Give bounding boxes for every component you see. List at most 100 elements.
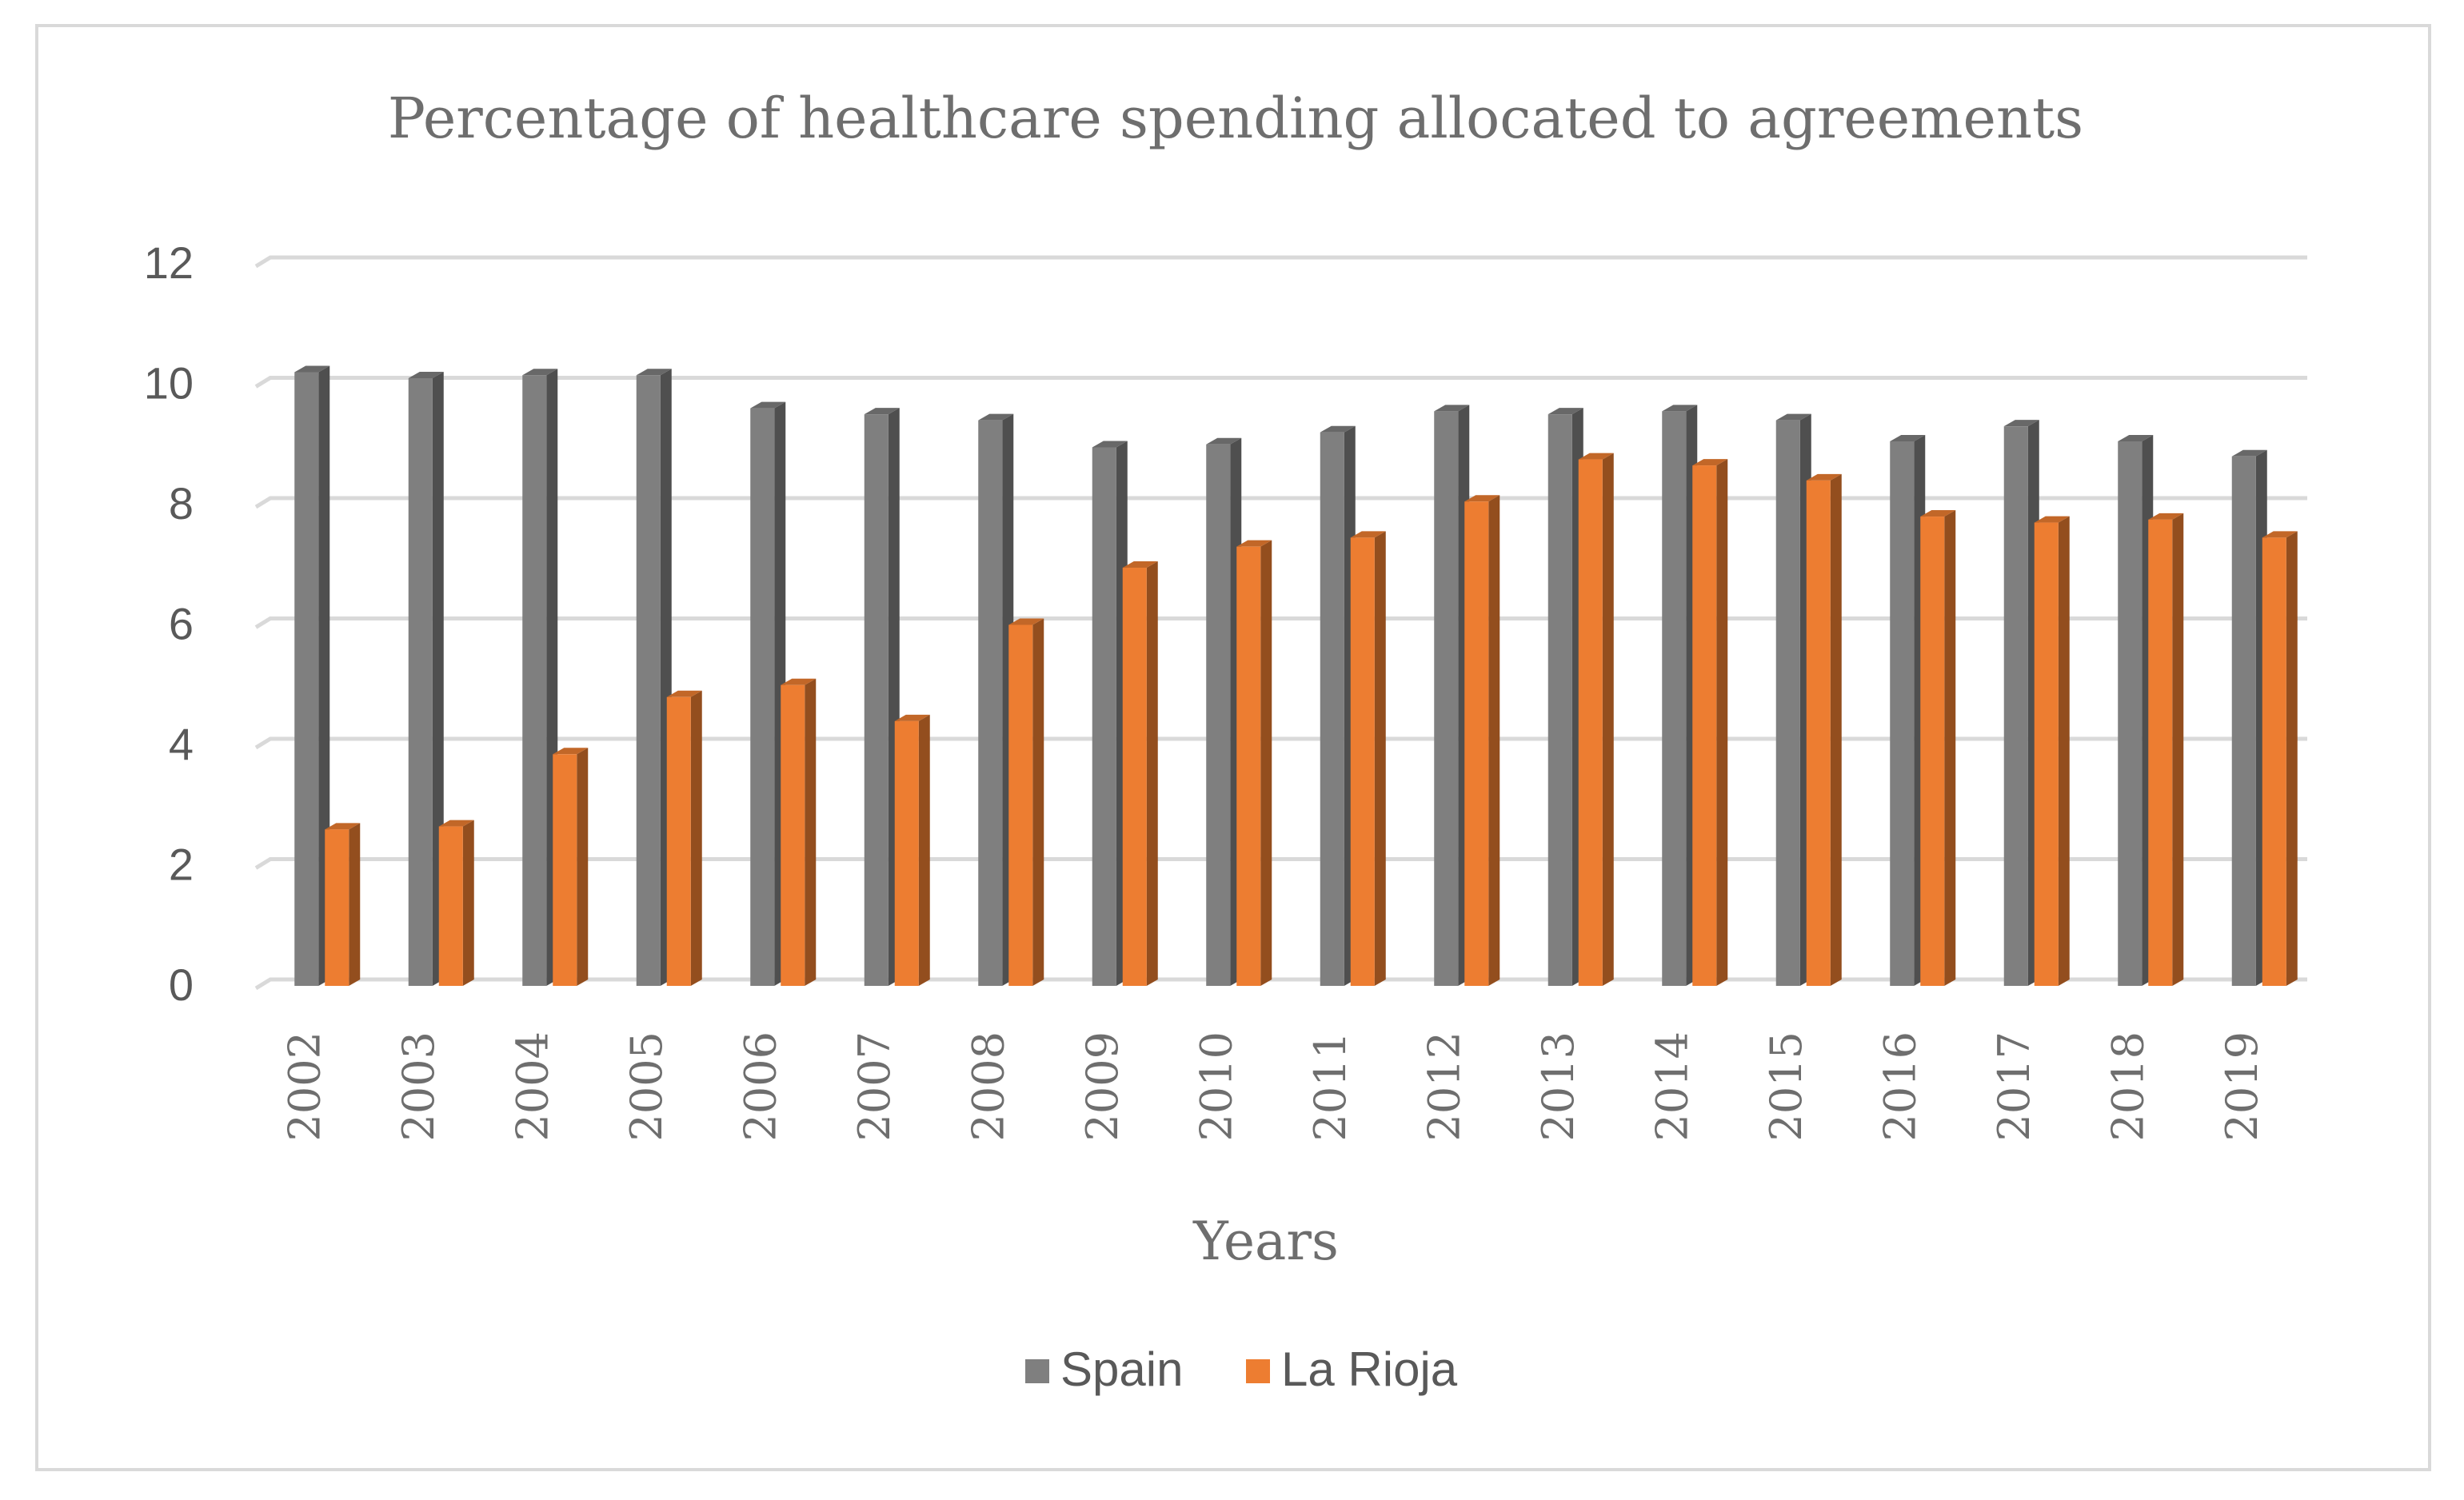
x-tick-label: 2002 xyxy=(279,1031,329,1141)
bar-top xyxy=(1350,531,1386,538)
bar-spain-2013 xyxy=(1547,408,1583,986)
bar-top xyxy=(2231,449,2267,457)
bar-side xyxy=(1944,510,1956,986)
gridline xyxy=(254,616,2307,629)
bar-la-rioja-2019 xyxy=(2262,531,2298,986)
bar-top xyxy=(636,369,672,376)
bar-front xyxy=(325,829,349,986)
bar-la-rioja-2003 xyxy=(438,820,474,986)
y-tick-label: 12 xyxy=(144,237,194,288)
y-tick-label: 8 xyxy=(169,478,194,529)
x-tick-label: 2010 xyxy=(1191,1031,1241,1141)
x-axis-ticks: 2002 2003 2004 2005 2006 2007 2008 2009 2010 2011… xyxy=(279,1031,2267,1141)
legend-swatch xyxy=(1025,1359,1049,1383)
bar-front xyxy=(2118,441,2143,986)
bar-top xyxy=(294,365,330,373)
x-tick-label: 2005 xyxy=(621,1031,672,1141)
x-axis-label: Years xyxy=(1192,1211,1339,1272)
bar-top xyxy=(2148,513,2184,520)
bar-front xyxy=(750,408,775,987)
bar-spain-2003 xyxy=(408,371,444,987)
bar-side xyxy=(690,690,702,986)
y-tick-label: 4 xyxy=(169,719,194,769)
bar-spain-2018 xyxy=(2118,434,2154,986)
y-tick-label: 2 xyxy=(169,840,194,890)
gridline xyxy=(254,857,2307,870)
bar-front xyxy=(1890,441,1915,986)
bar-top xyxy=(438,820,474,827)
bar-front xyxy=(438,826,463,986)
bar-la-rioja-2002 xyxy=(325,823,361,986)
x-tick-label: 2011 xyxy=(1305,1031,1356,1141)
x-tick-label: 2004 xyxy=(507,1031,557,1141)
x-tick-label: 2017 xyxy=(1989,1031,2039,1141)
bar-la-rioja-2005 xyxy=(666,690,702,986)
bar-side xyxy=(918,714,930,986)
bar-top xyxy=(2034,516,2070,523)
bar-la-rioja-2010 xyxy=(1236,540,1272,986)
bar-top xyxy=(522,369,558,376)
bar-la-rioja-2014 xyxy=(1692,459,1728,986)
bar-la-rioja-2012 xyxy=(1464,495,1500,986)
bars xyxy=(294,365,2298,987)
y-axis-ticks: 0 2 4 6 8 10 12 xyxy=(144,237,194,1010)
bar-side xyxy=(1260,540,1272,986)
bar-front xyxy=(553,754,577,986)
bar-side xyxy=(577,748,589,986)
bar-top xyxy=(1206,437,1242,445)
bar-la-rioja-2015 xyxy=(1806,473,1842,986)
bar-side xyxy=(2286,531,2298,986)
bar-front xyxy=(2262,537,2286,986)
bar-side xyxy=(1374,531,1386,986)
bar-front xyxy=(2003,426,2028,986)
x-tick-label: 2007 xyxy=(849,1031,900,1141)
bar-la-rioja-2004 xyxy=(553,748,589,986)
x-tick-label: 2019 xyxy=(2217,1031,2267,1141)
bar-side xyxy=(1146,561,1158,986)
gridline xyxy=(254,255,2307,269)
bar-top xyxy=(1464,495,1500,502)
bar-front xyxy=(1350,537,1375,986)
bar-front xyxy=(1920,517,1945,986)
bar-top xyxy=(553,748,589,755)
bar-top xyxy=(978,413,1014,421)
x-tick-label: 2003 xyxy=(393,1031,444,1141)
legend-label: Spain xyxy=(1060,1342,1183,1396)
bar-top xyxy=(864,408,900,415)
legend-label: La Rioja xyxy=(1281,1342,1458,1396)
gridline xyxy=(254,496,2307,509)
bar-front xyxy=(1578,459,1603,986)
bar-top xyxy=(1122,561,1158,568)
bar-front xyxy=(781,684,805,986)
bar-top xyxy=(2118,434,2154,441)
bar-front xyxy=(1320,432,1344,986)
bar-front xyxy=(2034,522,2059,986)
legend-swatch xyxy=(1246,1359,1270,1383)
bar-front xyxy=(1662,411,1687,986)
bar-spain-2006 xyxy=(750,401,786,987)
x-tick-label: 2014 xyxy=(1647,1031,1697,1141)
bar-top xyxy=(1806,473,1842,481)
bar-top xyxy=(666,690,702,697)
bar-la-rioja-2006 xyxy=(781,678,817,986)
bar-top xyxy=(1320,425,1356,433)
bar-front xyxy=(636,375,661,986)
bar-la-rioja-2009 xyxy=(1122,561,1158,986)
bar-spain-2017 xyxy=(2003,420,2039,986)
bar-spain-2009 xyxy=(1092,441,1128,986)
bar-front xyxy=(1692,465,1717,986)
bar-spain-2019 xyxy=(2231,449,2267,986)
bar-side xyxy=(2172,513,2184,986)
bar-top xyxy=(2262,531,2298,538)
bar-top xyxy=(1008,618,1044,625)
x-tick-label: 2009 xyxy=(1077,1031,1128,1141)
bar-front xyxy=(864,414,889,986)
x-tick-label: 2013 xyxy=(1533,1031,1583,1141)
y-tick-label: 0 xyxy=(169,959,194,1010)
bar-front xyxy=(408,377,433,987)
legend-item-la-rioja: La Rioja xyxy=(1246,1342,1458,1396)
bar-spain-2010 xyxy=(1206,437,1242,986)
x-tick-label: 2018 xyxy=(2103,1031,2153,1141)
bar-spain-2007 xyxy=(864,408,900,986)
